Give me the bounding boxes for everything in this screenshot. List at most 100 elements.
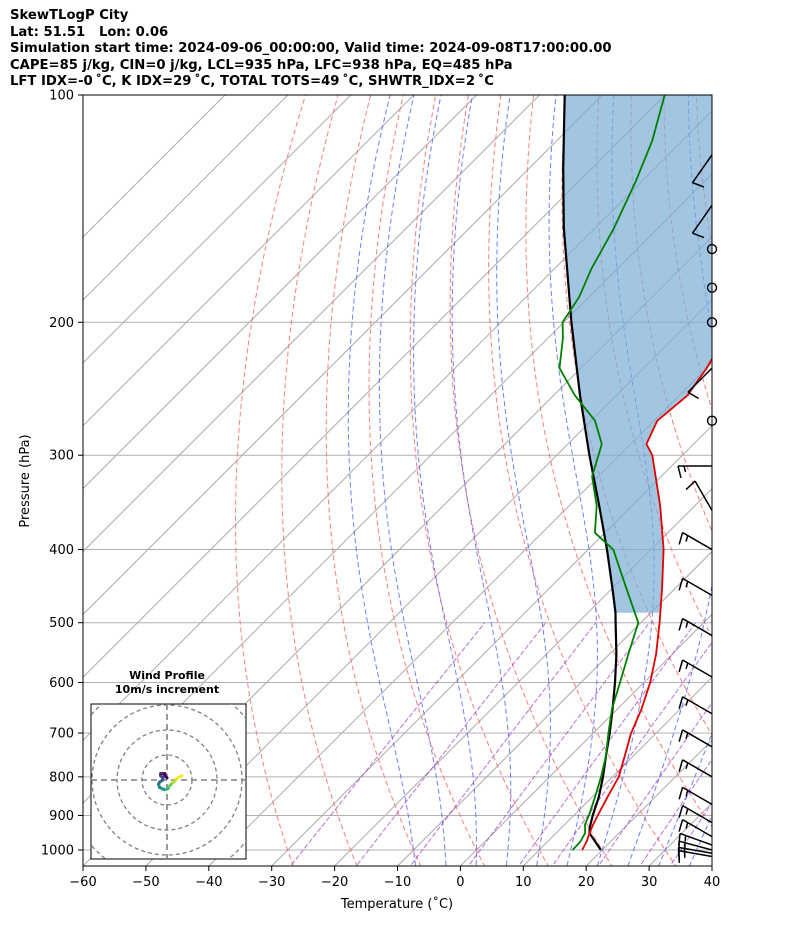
barb-flag xyxy=(678,659,684,673)
sounding-profiles xyxy=(558,95,712,851)
barb-staff xyxy=(682,805,713,824)
barb-flag xyxy=(678,805,684,818)
barb-flag xyxy=(678,532,684,545)
hodograph-subtitle-line: 10m/s increment xyxy=(114,683,220,696)
wind-barb xyxy=(687,367,713,400)
mixing-ratio-lines xyxy=(289,622,712,866)
barb-flag xyxy=(678,729,684,742)
mixing-ratio-line xyxy=(355,622,547,866)
y-tick-label: 600 xyxy=(49,676,74,691)
moist-adiabat-line xyxy=(744,95,794,881)
barb-staff xyxy=(694,480,713,511)
barb-staff xyxy=(682,617,713,637)
isotherm-line xyxy=(83,95,226,238)
isotherm-line xyxy=(83,95,415,427)
y-tick-label: 500 xyxy=(49,616,74,631)
y-tick-label: 200 xyxy=(49,316,74,331)
isotherm-line xyxy=(333,487,712,866)
y-tick-label: 100 xyxy=(49,89,74,104)
barb-flag xyxy=(678,578,684,591)
barb-flag xyxy=(678,696,684,709)
barb-staff xyxy=(679,832,713,846)
barb-flag xyxy=(687,391,699,400)
cape-area xyxy=(563,95,712,613)
calm-wind-circle xyxy=(706,415,718,426)
x-tick-label: 10 xyxy=(515,875,532,890)
barb-staff xyxy=(691,204,713,234)
isotherm-line xyxy=(145,299,712,866)
wind-barb xyxy=(678,617,713,637)
y-tick-label: 700 xyxy=(49,727,74,742)
dry-adiabat-line xyxy=(762,95,794,881)
cape-fill xyxy=(563,95,712,613)
wind-barb xyxy=(691,204,713,239)
hodograph-inset xyxy=(90,703,247,860)
wind-barb xyxy=(678,696,713,715)
hodograph-title: Wind Profile 10m/s increment xyxy=(80,669,254,697)
wind-barb xyxy=(678,659,713,678)
calm-wind-circle xyxy=(706,317,718,328)
mixing-ratio-line xyxy=(289,622,486,866)
barb-staff xyxy=(682,659,713,678)
y-tick-label: 1000 xyxy=(41,844,74,859)
moist-adiabat-line xyxy=(378,95,447,866)
y-tick-label: 800 xyxy=(49,770,74,785)
barb-staff xyxy=(678,840,713,851)
x-axis-label: Temperature (˚C) xyxy=(340,896,453,912)
barb-staff xyxy=(682,759,713,778)
barb-flag xyxy=(678,618,684,631)
moist-adiabat-line xyxy=(413,95,477,866)
wind-barb xyxy=(678,832,713,846)
y-tick-label: 300 xyxy=(49,449,74,464)
barb-half-flag xyxy=(685,535,689,542)
barb-staff xyxy=(682,729,713,748)
calm-wind-circle xyxy=(706,282,718,293)
wind-barb xyxy=(706,317,718,328)
y-tick-label: 900 xyxy=(49,809,74,824)
barb-half-flag xyxy=(684,835,687,842)
wind-barb xyxy=(678,577,713,597)
x-tick-label: −50 xyxy=(132,875,159,890)
barb-flag xyxy=(677,465,682,479)
chart-header: SkewTLogP City Lat: 51.51 Lon: 0.06 Simula… xyxy=(10,8,612,91)
isotherm-line xyxy=(83,95,478,490)
wind-barb xyxy=(677,465,712,479)
x-tick-label: 30 xyxy=(641,875,658,890)
barb-staff xyxy=(687,367,713,393)
x-tick-label: −10 xyxy=(384,875,411,890)
axes: −60 −50 −40 −30 −20 −10 0 10 20 30 40 1000 900 800 700… xyxy=(41,89,720,891)
wind-barb xyxy=(678,786,713,805)
barb-staff xyxy=(691,154,713,184)
isotherm-line xyxy=(83,95,604,616)
station-title: SkewTLogP City xyxy=(10,8,129,23)
barb-half-flag xyxy=(685,732,689,739)
mixing-ratio-line xyxy=(551,641,712,866)
barb-half-flag xyxy=(685,762,689,769)
wind-barb xyxy=(678,531,713,551)
barb-flag xyxy=(678,787,684,800)
mixing-ratio-line xyxy=(639,758,712,866)
barb-staff xyxy=(682,531,713,551)
barb-staff xyxy=(682,818,713,838)
isotherm-line xyxy=(83,95,541,553)
dewpoint-line xyxy=(558,95,666,851)
wind-barb xyxy=(685,480,713,511)
mixing-ratio-line xyxy=(409,622,597,866)
barb-flag xyxy=(678,759,684,772)
isotherm-line xyxy=(83,95,352,364)
wind-barb xyxy=(678,818,713,838)
barb-staff xyxy=(682,786,713,805)
moist-adiabat-line xyxy=(548,95,598,866)
wind-barb xyxy=(678,729,713,748)
wind-barb xyxy=(678,759,713,778)
barb-half-flag xyxy=(685,581,689,588)
x-tick-label: 20 xyxy=(578,875,595,890)
mixing-ratio-line xyxy=(467,622,650,866)
dry-adiabat-line xyxy=(449,95,613,866)
moist-adiabat-line xyxy=(713,95,794,881)
dry-adiabat-line xyxy=(368,95,486,866)
dry-adiabat-line xyxy=(630,95,712,533)
barb-half-flag xyxy=(685,808,689,815)
barb-staff xyxy=(682,577,713,597)
